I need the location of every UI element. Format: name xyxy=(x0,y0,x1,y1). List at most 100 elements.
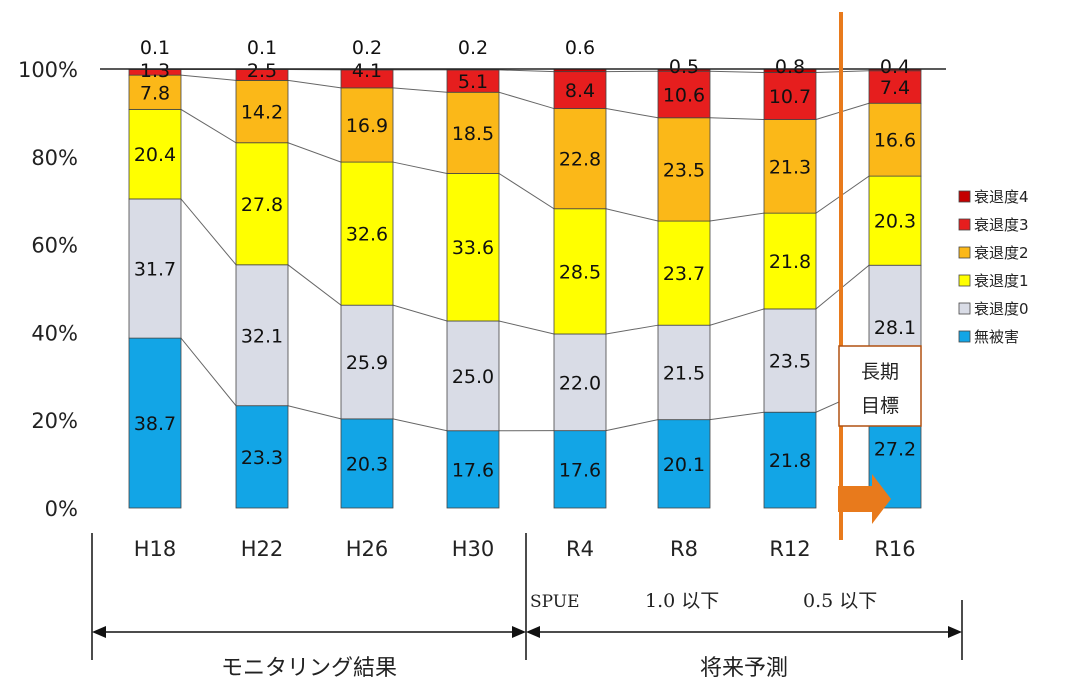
data-label: 21.5 xyxy=(663,362,705,384)
data-label: 33.6 xyxy=(452,237,494,259)
bar-segment xyxy=(128,198,182,339)
data-label: 14.2 xyxy=(241,102,283,124)
y-tick-label: 100% xyxy=(18,58,78,82)
data-label: 17.6 xyxy=(559,459,601,481)
spue-value: 0.5 以下 xyxy=(803,590,877,612)
data-label: 8.4 xyxy=(565,80,595,102)
bar-segment xyxy=(446,320,500,432)
bar-segment xyxy=(340,87,394,163)
bar-segment xyxy=(868,175,922,266)
bar-segment xyxy=(340,161,394,306)
data-label: 16.9 xyxy=(346,115,388,137)
bars-group: 38.731.720.47.81.30.123.332.127.814.22.5… xyxy=(128,37,922,509)
arrow-head-left-icon xyxy=(92,626,106,638)
legend-label: 衰退度0 xyxy=(974,300,1029,318)
goal-arrow-icon xyxy=(838,474,891,524)
arrow-head-right-icon xyxy=(512,626,526,638)
bar-segment xyxy=(235,264,289,407)
data-label: 25.0 xyxy=(452,366,494,388)
x-tick-label: H30 xyxy=(452,537,495,561)
data-label: 10.7 xyxy=(769,86,811,108)
legend-swatch xyxy=(958,246,971,259)
data-label: 21.3 xyxy=(769,156,811,178)
data-label: 38.7 xyxy=(134,413,176,435)
x-tick-label: R12 xyxy=(769,537,810,561)
data-label: 0.5 xyxy=(669,56,699,78)
bar-segment xyxy=(235,80,289,144)
bar-segment xyxy=(657,220,711,326)
bar-segment xyxy=(553,71,607,109)
legend-swatch xyxy=(958,218,971,231)
bracket-label-forecast: 将来予測 xyxy=(700,656,788,681)
bar-segment xyxy=(235,142,289,266)
y-axis: 0% 20% 40% 60% 80% 100% xyxy=(18,58,946,521)
bar-segment xyxy=(553,430,607,509)
data-label: 2.5 xyxy=(247,60,277,82)
legend-label: 衰退度3 xyxy=(974,216,1029,234)
data-label: 17.6 xyxy=(452,459,494,481)
data-label: 0.2 xyxy=(458,37,488,59)
data-label: 31.7 xyxy=(134,259,176,281)
data-label: 10.6 xyxy=(663,84,705,106)
bar-segment xyxy=(868,70,922,104)
legend-swatch xyxy=(958,330,971,343)
legend-swatch xyxy=(958,274,971,287)
bar-segment xyxy=(868,102,922,177)
data-label: 23.3 xyxy=(241,447,283,469)
data-label: 7.4 xyxy=(880,77,910,99)
x-tick-label: H18 xyxy=(134,537,177,561)
legend-swatch xyxy=(958,302,971,315)
bar-segment xyxy=(553,108,607,210)
x-tick-label: H22 xyxy=(241,537,284,561)
data-label: 32.1 xyxy=(241,325,283,347)
data-label: 5.1 xyxy=(458,71,488,93)
long-term-goal-text: 目標 xyxy=(861,395,899,417)
data-label: 23.5 xyxy=(663,159,705,181)
data-label: 0.1 xyxy=(247,37,277,59)
bar-segment xyxy=(446,173,500,322)
data-label: 0.4 xyxy=(880,56,910,78)
x-tick-label: H26 xyxy=(346,537,389,561)
bar-segment xyxy=(553,333,607,432)
arrow-head-left-icon xyxy=(526,626,540,638)
bar-segment xyxy=(657,419,711,509)
data-label: 22.8 xyxy=(559,149,601,171)
legend-label: 衰退度2 xyxy=(974,244,1029,262)
bar-segment xyxy=(340,304,394,420)
data-label: 25.9 xyxy=(346,352,388,374)
arrow-head-right-icon xyxy=(948,626,962,638)
y-tick-label: 20% xyxy=(31,409,78,433)
bar-segment xyxy=(763,308,817,413)
spue-label: SPUE xyxy=(530,592,580,612)
bar-segment xyxy=(235,405,289,509)
data-label: 20.3 xyxy=(874,211,916,233)
data-label: 28.5 xyxy=(559,261,601,283)
y-tick-label: 40% xyxy=(31,321,78,345)
data-label: 0.1 xyxy=(140,37,170,59)
x-axis-labels: H18 H22 H26 H30 R4 R8 R12 R16 xyxy=(134,537,916,561)
data-label: 0.2 xyxy=(352,37,382,59)
bracket-label-monitoring: モニタリング結果 xyxy=(221,656,397,681)
data-label: 7.8 xyxy=(140,82,170,104)
data-label: 0.8 xyxy=(775,56,805,78)
data-label: 18.5 xyxy=(452,123,494,145)
data-label: 20.3 xyxy=(346,453,388,475)
legend-label: 無被害 xyxy=(974,328,1019,346)
data-label: 27.8 xyxy=(241,194,283,216)
bar-segment xyxy=(128,337,182,509)
bar-segment xyxy=(657,117,711,222)
x-tick-label: R8 xyxy=(670,537,698,561)
legend: 衰退度4 衰退度3 衰退度2 衰退度1 衰退度0 無被害 xyxy=(958,188,1029,346)
y-tick-label: 60% xyxy=(31,234,78,258)
spue-value: 1.0 以下 xyxy=(645,590,719,612)
data-label: 20.4 xyxy=(134,144,176,166)
bar-segment xyxy=(446,91,500,174)
bar-segment xyxy=(763,119,817,214)
bar-segment xyxy=(553,208,607,335)
x-tick-label: R16 xyxy=(874,537,915,561)
legend-label: 衰退度1 xyxy=(974,272,1029,290)
data-label: 28.1 xyxy=(874,317,916,339)
long-term-goal-text: 長期 xyxy=(861,361,899,383)
legend-swatch xyxy=(958,190,971,203)
data-label: 22.0 xyxy=(559,372,601,394)
